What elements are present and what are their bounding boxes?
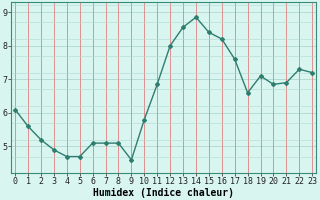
- X-axis label: Humidex (Indice chaleur): Humidex (Indice chaleur): [93, 188, 234, 198]
